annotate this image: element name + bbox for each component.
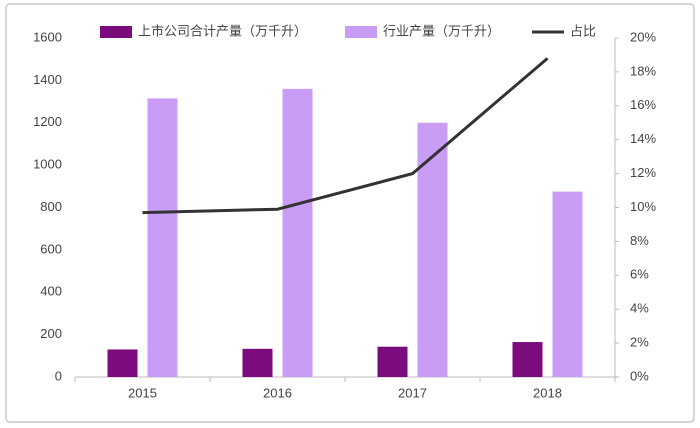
y2-tick-label: 20% <box>630 29 656 44</box>
line <box>142 57 549 215</box>
bar <box>147 98 178 378</box>
y-tick-label: 1600 <box>33 29 62 44</box>
x-tick-label: 2015 <box>128 385 157 400</box>
x-tick-label: 2017 <box>398 385 427 400</box>
y2-tick-label: 8% <box>630 233 649 248</box>
bar <box>552 191 583 377</box>
y-tick-label: 1200 <box>33 114 62 129</box>
y2-tick-label: 6% <box>630 267 649 282</box>
bar <box>107 349 138 377</box>
y-tick-label: 0 <box>55 368 62 383</box>
bar <box>377 346 408 377</box>
y2-tick-label: 0% <box>630 368 649 383</box>
y-tick-label: 800 <box>40 199 62 214</box>
y-tick-label: 200 <box>40 326 62 341</box>
bar <box>242 348 273 377</box>
legend-label: 行业产量（万千升） <box>383 23 500 38</box>
legend-swatch <box>345 26 377 38</box>
y-tick-label: 600 <box>40 241 62 256</box>
x-tick-label: 2018 <box>533 385 562 400</box>
legend-label: 上市公司合计产量（万千升） <box>138 23 307 38</box>
y2-tick-label: 12% <box>630 165 656 180</box>
bar <box>512 342 543 377</box>
y-tick-label: 1400 <box>33 72 62 87</box>
y2-tick-label: 4% <box>630 301 649 316</box>
y2-tick-label: 14% <box>630 131 656 146</box>
y2-tick-label: 16% <box>630 97 656 112</box>
y2-tick-label: 2% <box>630 335 649 350</box>
y-tick-label: 400 <box>40 284 62 299</box>
bar <box>417 122 448 377</box>
legend-swatch <box>100 26 132 38</box>
legend-label: 占比 <box>570 23 596 38</box>
y-tick-label: 1000 <box>33 157 62 172</box>
y2-tick-label: 10% <box>630 199 656 214</box>
bar <box>282 88 313 377</box>
frame <box>5 3 695 423</box>
y2-tick-label: 18% <box>630 63 656 78</box>
x-tick-label: 2016 <box>263 385 292 400</box>
